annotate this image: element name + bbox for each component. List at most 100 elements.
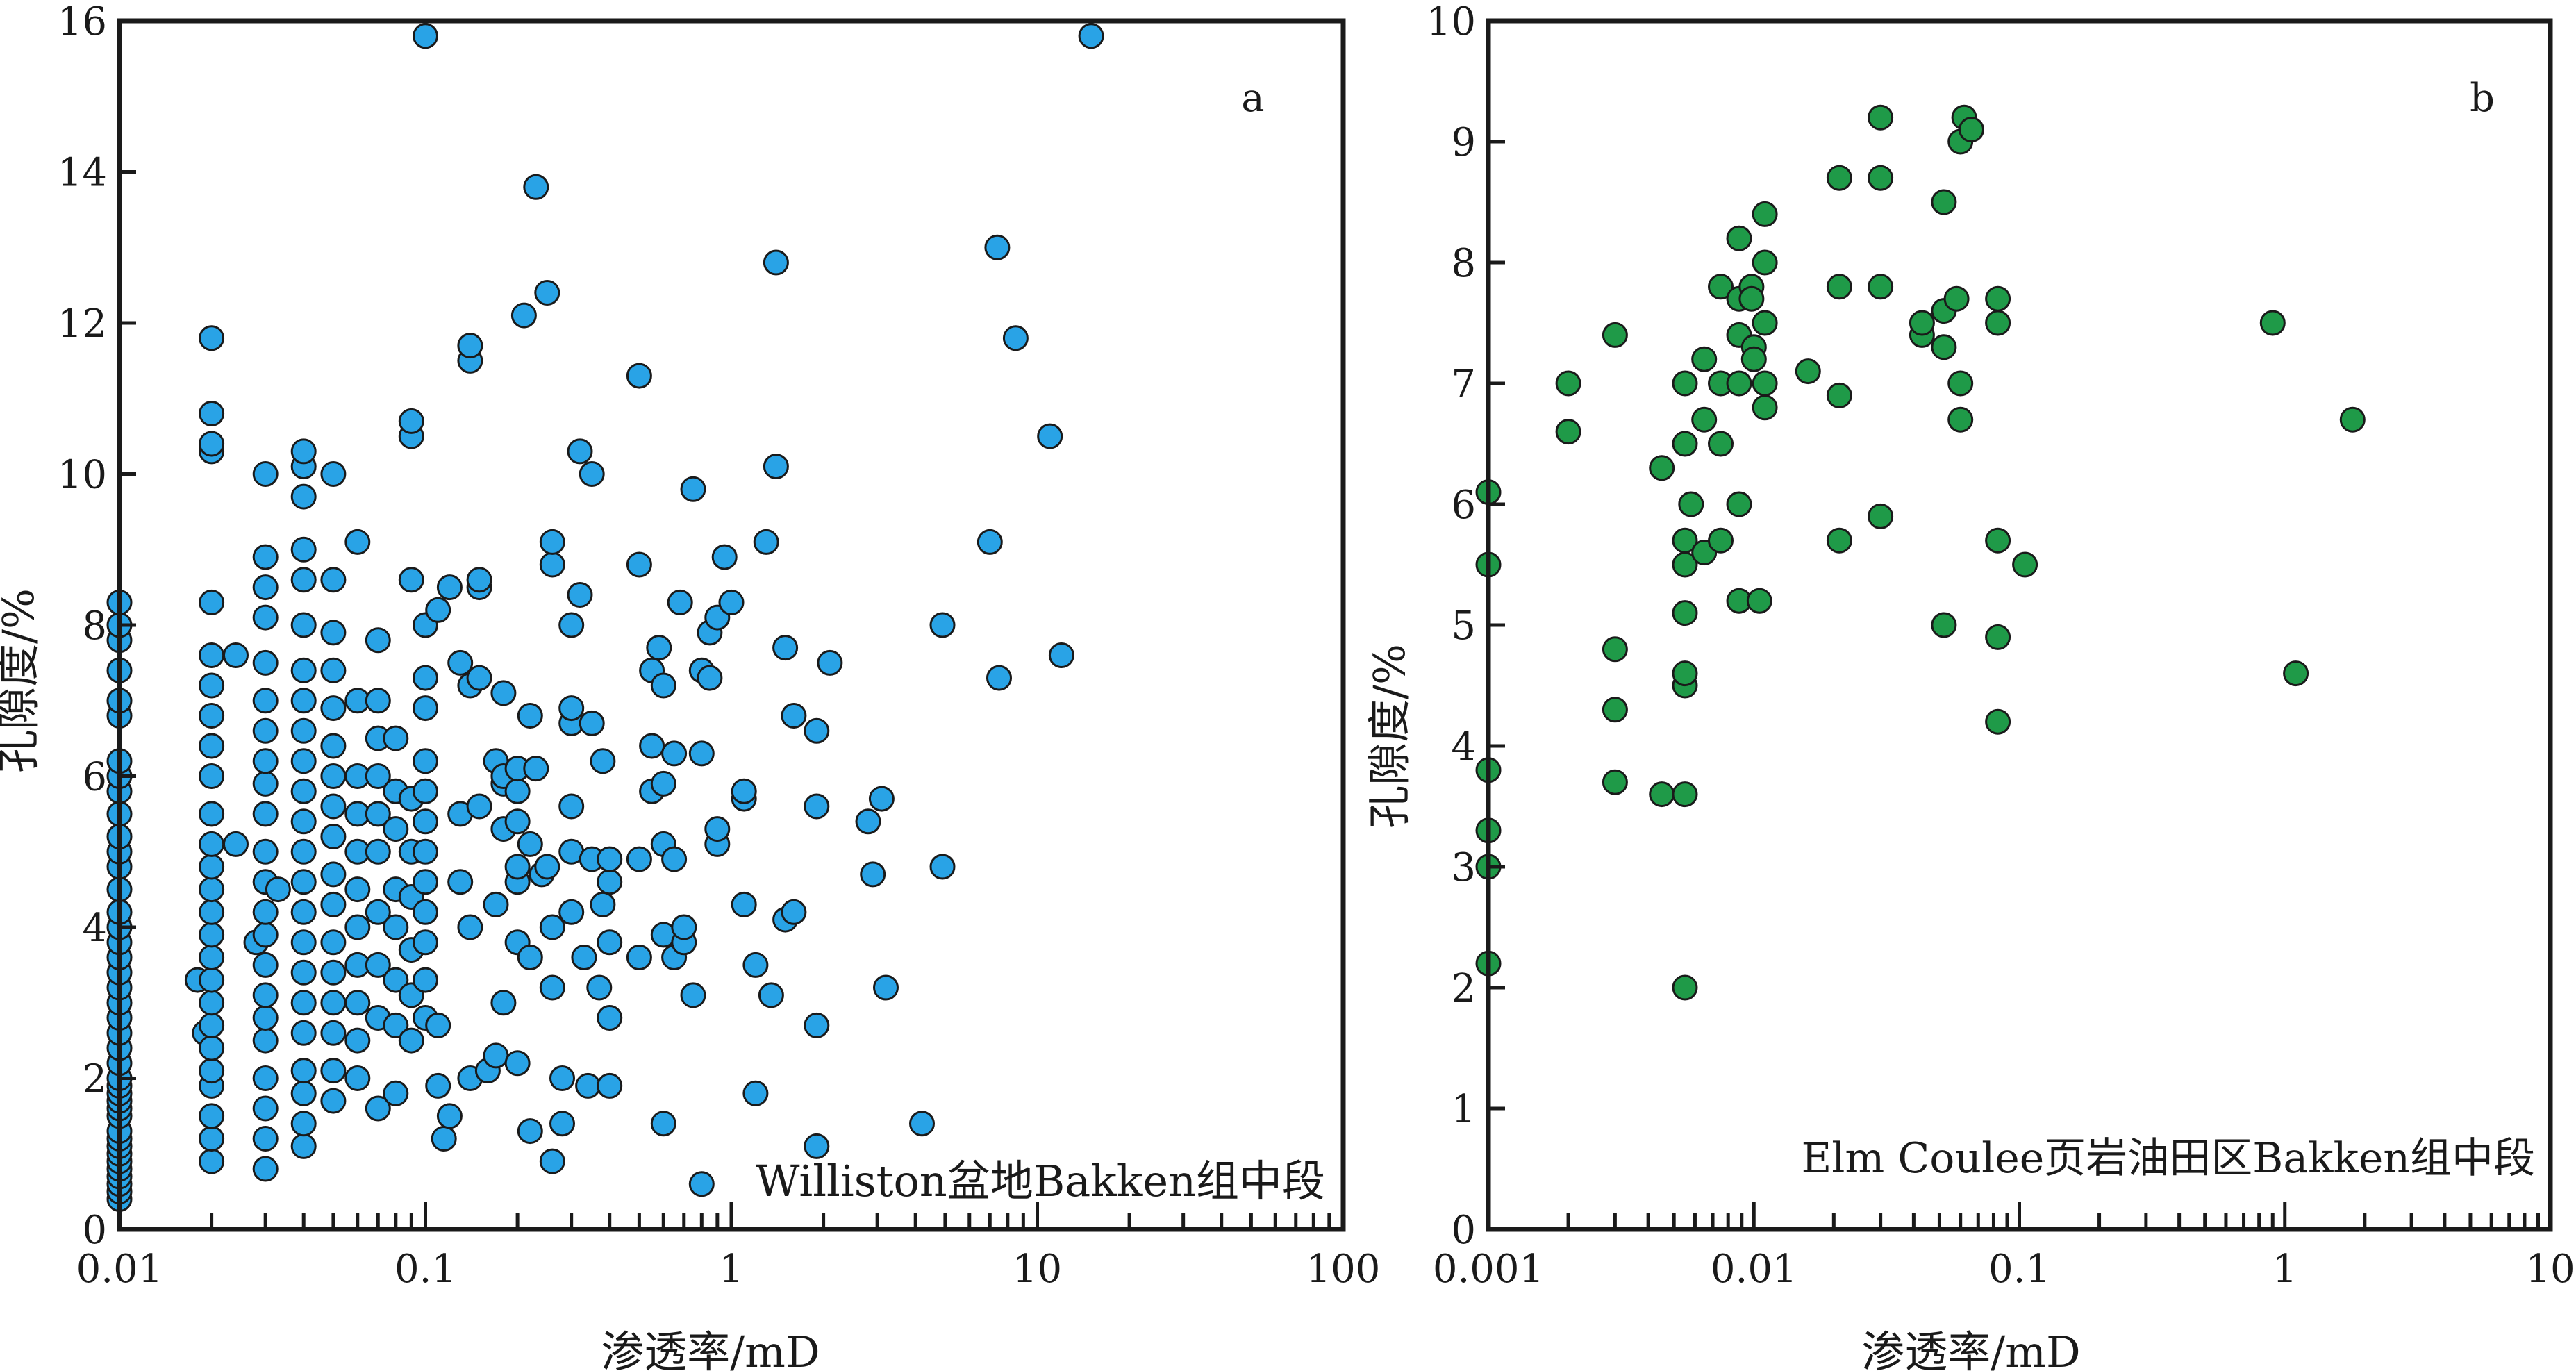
data-point (1985, 527, 2011, 554)
data-point (365, 1095, 391, 1122)
data-point (650, 1111, 676, 1137)
data-point (781, 703, 807, 729)
data-point (984, 234, 1011, 260)
data-point (252, 748, 279, 774)
data-point (199, 589, 225, 615)
data-point (290, 717, 317, 744)
data-point (597, 1072, 623, 1099)
data-point (199, 1103, 225, 1129)
data-point (504, 778, 531, 804)
x-tick-label-b: 0.01 (1711, 1247, 1797, 1292)
data-point (383, 816, 409, 842)
y-tick-label-b: 9 (1451, 120, 1476, 165)
data-point (199, 831, 225, 857)
data-point (1602, 769, 1628, 795)
data-point (290, 657, 317, 683)
data-point (320, 929, 347, 956)
data-point (457, 333, 483, 359)
data-point (1672, 660, 1698, 687)
y-tick-label-b: 1 (1451, 1087, 1476, 1132)
data-point (549, 1065, 575, 1091)
data-point (804, 1133, 830, 1159)
data-point (742, 952, 769, 978)
data-point (1826, 527, 1852, 554)
data-point (1708, 274, 1734, 300)
data-point (688, 1171, 715, 1197)
data-point (252, 574, 279, 601)
panel-label-b: b (2470, 76, 2495, 121)
data-point (517, 945, 543, 970)
data-point (558, 695, 585, 722)
y-tick-label-a: 16 (58, 0, 107, 44)
data-point (671, 914, 697, 940)
data-point (626, 363, 652, 389)
data-point (290, 612, 317, 638)
data-point (688, 740, 715, 767)
data-point (567, 438, 593, 465)
data-point (320, 657, 347, 683)
data-point (320, 695, 347, 722)
data-point (383, 1012, 409, 1038)
data-point (320, 733, 347, 759)
data-point (704, 816, 731, 842)
data-point (1672, 974, 1698, 1001)
data-point (199, 1035, 225, 1061)
data-point (1649, 455, 1675, 481)
data-point (398, 408, 424, 434)
data-point (517, 1118, 543, 1145)
data-point (320, 567, 347, 593)
data-point (1672, 600, 1698, 626)
data-point (1691, 406, 1718, 433)
data-point (646, 635, 672, 661)
x-axis-label-b: 渗透率/mD (1861, 1327, 2080, 1371)
data-point (504, 854, 531, 880)
data-point (457, 914, 483, 940)
data-point (1959, 117, 1984, 143)
data-point (517, 831, 543, 857)
data-points-a (106, 23, 1104, 1212)
data-point (398, 567, 424, 593)
data-point (252, 952, 279, 978)
y-tick-label-b: 3 (1451, 845, 1476, 890)
x-axis-label-a: 渗透率/mD (601, 1327, 820, 1371)
data-point (383, 967, 409, 993)
data-point (413, 808, 438, 835)
data-point (252, 461, 279, 487)
data-point (868, 786, 895, 812)
data-point (290, 959, 317, 986)
data-point (2259, 310, 2286, 336)
data-point (763, 249, 789, 276)
data-point (2283, 660, 2309, 687)
data-point (650, 770, 676, 797)
data-point (1752, 201, 1778, 227)
data-point (1947, 370, 1974, 397)
data-point (290, 567, 317, 593)
data-point (199, 1148, 225, 1174)
data-point (413, 665, 438, 691)
data-point (252, 1005, 279, 1031)
data-point (252, 770, 279, 797)
data-point (1746, 588, 1772, 614)
data-point (1868, 104, 1894, 131)
data-point (1826, 382, 1852, 408)
data-point (523, 174, 549, 200)
data-point (344, 876, 371, 903)
data-point (1909, 310, 1935, 336)
data-point (1795, 358, 1821, 385)
y-tick-label-a: 2 (82, 1057, 107, 1102)
data-point (383, 1080, 409, 1106)
data-point (383, 725, 409, 751)
data-point (1078, 23, 1104, 49)
y-tick-label-a: 6 (82, 755, 107, 800)
data-point (290, 1058, 317, 1084)
y-axis-label-b: 孔隙度/% (1364, 644, 1415, 829)
data-point (1678, 491, 1704, 517)
data-point (320, 861, 347, 888)
data-point (1672, 431, 1698, 457)
data-point (1752, 394, 1778, 421)
data-point (558, 899, 585, 925)
data-point (539, 974, 565, 1001)
data-point (590, 748, 616, 774)
data-point (344, 1027, 371, 1054)
data-point (586, 974, 613, 1001)
